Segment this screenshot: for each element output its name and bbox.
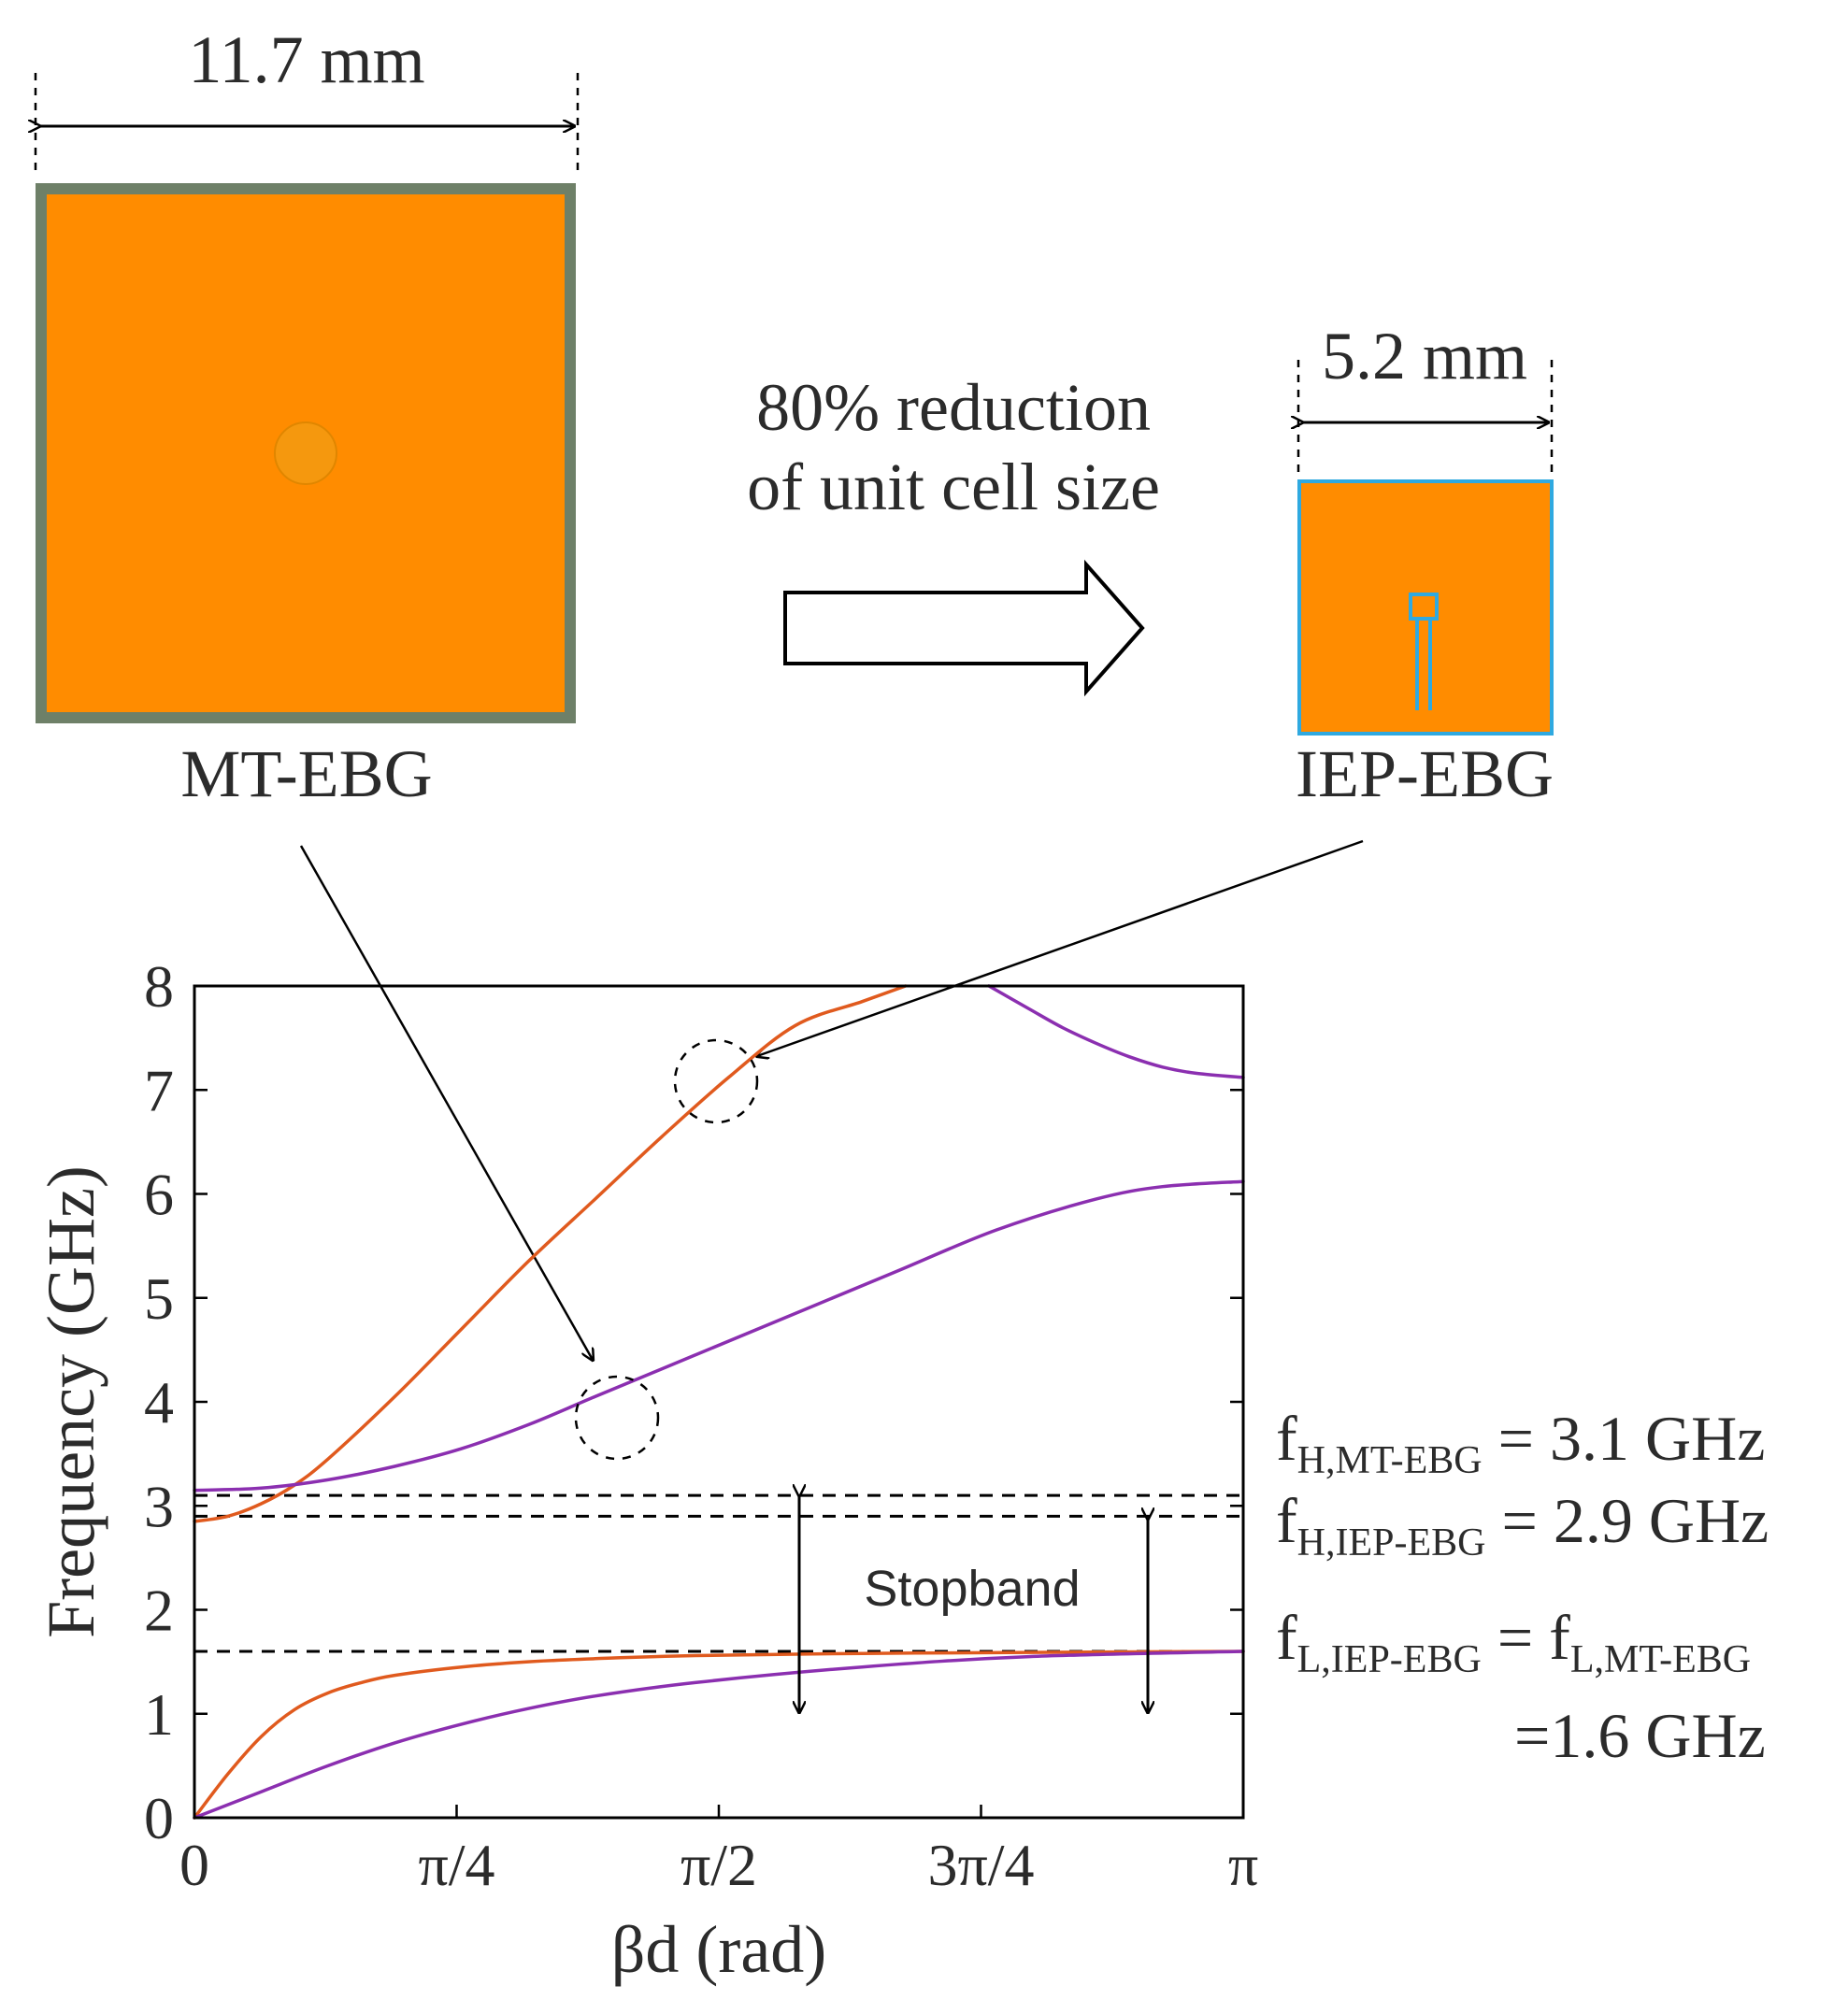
reduction-arrow xyxy=(783,559,1145,697)
mt-connector-arrow xyxy=(299,845,593,1360)
fh-mt-annotation: fH,MT-EBG = 3.1 GHz xyxy=(1276,1403,1765,1482)
reduction-indicator: 80% reduction of unit cell size xyxy=(747,370,1160,697)
plot-frame xyxy=(193,984,1245,1820)
mt-ebg-via xyxy=(274,421,337,485)
y-axis-ticks: 0 1 2 3 4 5 6 7 8 xyxy=(144,953,1243,1851)
mt-ebg-diagram: 11.7 mm MT-EBG xyxy=(36,22,580,811)
x-tick-label-2: π/2 xyxy=(680,1832,757,1898)
iep-slot-square xyxy=(1409,593,1439,621)
iep-width-label: 5.2 mm xyxy=(1322,319,1527,393)
fh-iep-annotation: fH,IEP-EBG = 2.9 GHz xyxy=(1276,1485,1769,1564)
iep-highlight-circle xyxy=(673,1038,759,1124)
y-tick-label-4: 4 xyxy=(144,1369,174,1436)
reference-lines xyxy=(194,1493,1243,1653)
fl-value-annotation: =1.6 GHz xyxy=(1514,1700,1766,1771)
x-axis-ticks: 0 π/4 π/2 3π/4 π xyxy=(179,1805,1258,1898)
reduction-line-1: 80% reduction xyxy=(756,370,1151,445)
series-line-1 xyxy=(193,1650,1245,1820)
stopband-label: Stopband xyxy=(864,1561,1080,1617)
dispersion-curves xyxy=(193,984,1245,1820)
y-axis-label: Frequency (GHz) xyxy=(34,1165,108,1638)
mt-width-label: 11.7 mm xyxy=(188,22,424,97)
x-tick-label-3: 3π/4 xyxy=(927,1832,1034,1898)
y-tick-label-6: 6 xyxy=(144,1162,174,1228)
fl-annotation: fL,IEP-EBG = fL,MT-EBG xyxy=(1276,1602,1751,1681)
x-tick-label-1: π/4 xyxy=(418,1832,494,1898)
series-line-4 xyxy=(193,1179,1245,1493)
series-line-2 xyxy=(193,984,908,1523)
iep-ebg-diagram: 5.2 mm IEP-EBG xyxy=(1296,319,1554,811)
y-tick-label-3: 3 xyxy=(144,1473,174,1539)
y-tick-label-8: 8 xyxy=(144,953,174,1020)
x-axis-label: βd (rad) xyxy=(611,1912,827,1987)
iep-connector-arrow xyxy=(757,839,1364,1056)
y-tick-label-2: 2 xyxy=(144,1578,174,1644)
y-tick-label-0: 0 xyxy=(144,1785,174,1851)
series-line-5 xyxy=(987,984,1245,1079)
iep-slot-lines xyxy=(1415,619,1432,710)
series-line-3 xyxy=(193,1650,1245,1820)
x-tick-label-0: 0 xyxy=(179,1832,209,1898)
mt-highlight-circle xyxy=(574,1375,660,1461)
iep-ebg-patch xyxy=(1297,479,1554,736)
dispersion-chart: 0 π/4 π/2 3π/4 π 0 1 2 3 4 5 6 7 8 βd (rad) Frequenc… xyxy=(34,953,1769,1987)
reduction-line-2: of unit cell size xyxy=(747,450,1160,524)
y-tick-label-7: 7 xyxy=(144,1057,174,1123)
y-tick-label-5: 5 xyxy=(144,1265,174,1332)
mt-ebg-label: MT-EBG xyxy=(180,736,432,811)
y-tick-label-1: 1 xyxy=(144,1681,174,1748)
x-tick-label-4: π xyxy=(1228,1832,1258,1898)
iep-ebg-label: IEP-EBG xyxy=(1296,736,1554,811)
